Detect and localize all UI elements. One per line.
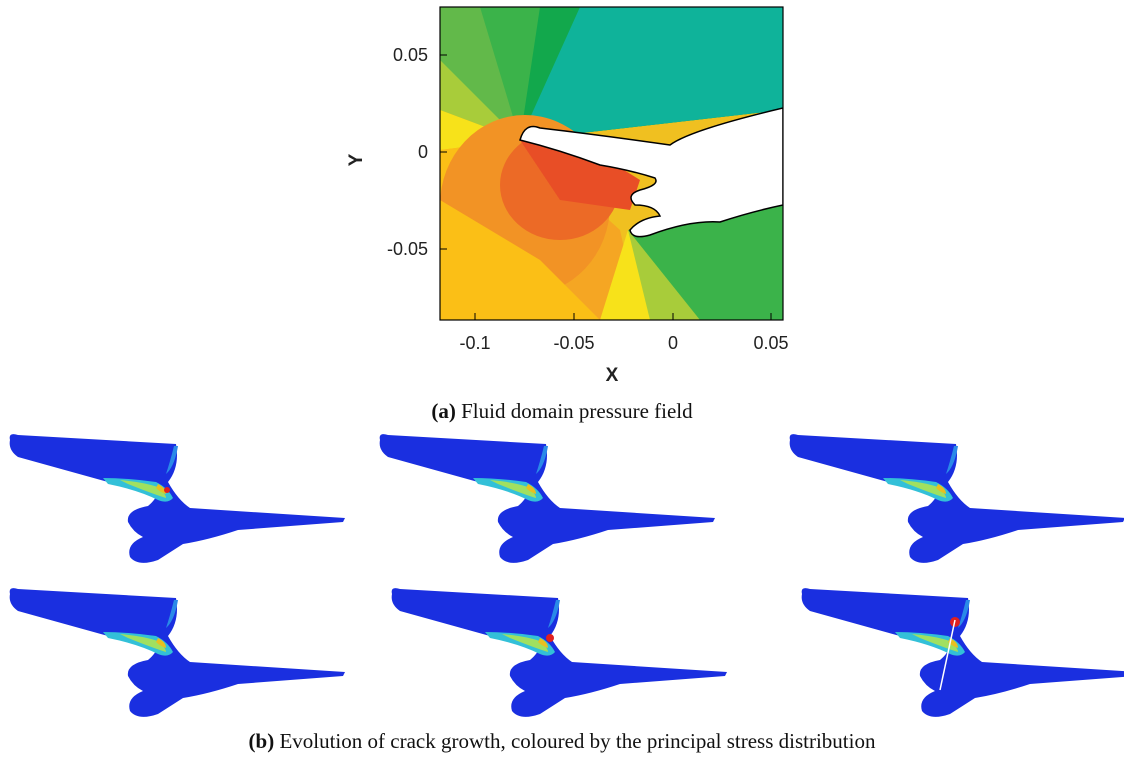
y-axis-label: Y [346,153,367,166]
stress-peak [164,487,170,493]
crack-frame [802,588,1124,717]
x-tick-label: 0.05 [753,333,788,353]
crack [939,619,956,691]
crack-frame [392,588,727,717]
caption-text: Evolution of crack growth, coloured by t… [279,729,876,753]
y-tick-label: 0 [418,142,428,162]
crack-frame [10,588,345,717]
x-tick-label: -0.1 [459,333,490,353]
caption-label: (a) [431,399,456,423]
stress-peak [546,634,554,642]
x-tick-label: -0.05 [553,333,594,353]
pressure-contour [440,7,783,320]
plot-frame [439,6,784,321]
x-tick-label: 0 [668,333,678,353]
y-ticks: 0.05 0 -0.05 [387,45,447,259]
caption-b: (b) Evolution of crack growth, coloured … [249,729,876,753]
crack-frame [10,434,345,563]
x-ticks: -0.1 -0.05 0 0.05 [459,313,789,353]
caption-a: (a) Fluid domain pressure field [431,399,693,423]
crack-frame [380,434,715,563]
caption-text: Fluid domain pressure field [461,399,693,423]
y-tick-label: -0.05 [387,239,428,259]
caption-label: (b) [249,729,275,753]
y-tick-label: 0.05 [393,45,428,65]
crack-frame [790,434,1124,563]
x-axis-label: X [606,365,619,386]
